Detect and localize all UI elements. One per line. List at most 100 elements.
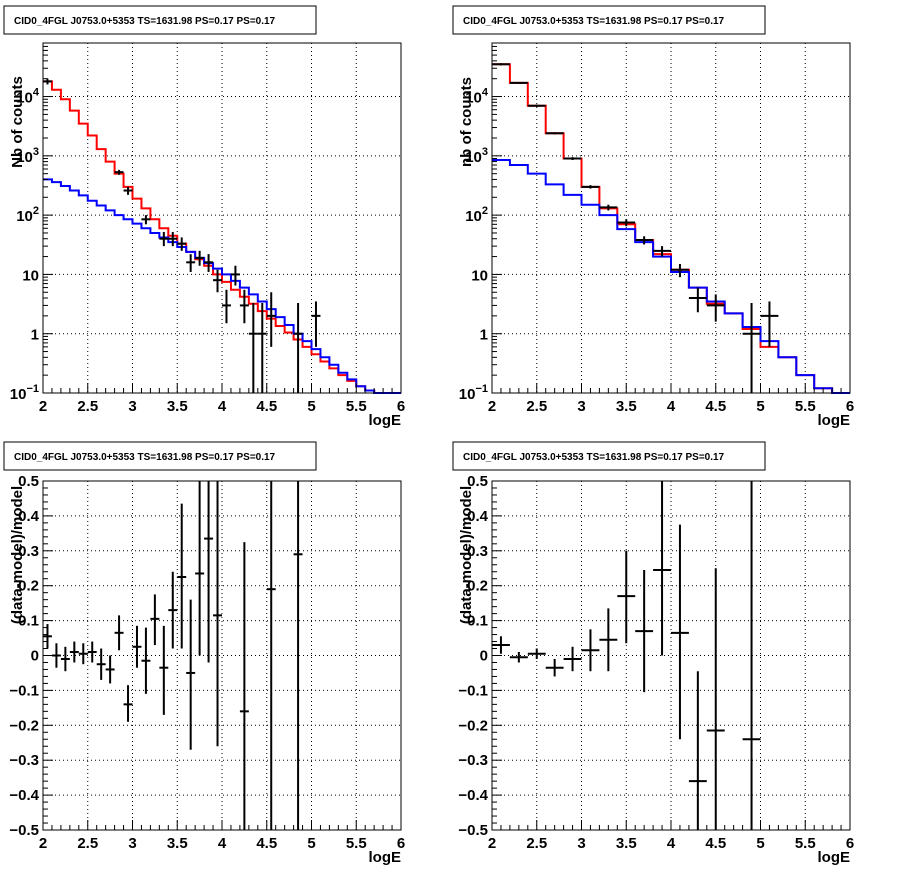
x-tick-label: 6 [846,835,854,852]
x-tick-label: 3 [128,835,136,852]
y-tick-label: 10−1 [459,383,488,403]
title-box [452,5,766,35]
x-tick-label: 5.5 [795,398,816,415]
y-tick-label: −0.3 [458,752,488,769]
y-tick-label: −0.2 [9,717,39,734]
chart-panel-2: CID0_4FGL J0753.0+5353 TS=1631.98 PS=0.1… [452,5,854,429]
y-tick-label: 1 [31,327,39,344]
title-box [3,441,317,471]
y-tick-label: 102 [16,205,39,225]
chart-panel-4: CID0_4FGL J0753.0+5353 TS=1631.98 PS=0.1… [452,441,854,866]
y-tick-label: −0.5 [458,822,488,839]
y-tick-label: 0.5 [467,473,488,490]
y-tick-label: 103 [16,146,39,166]
y-tick-label: 0.3 [18,543,39,560]
x-axis-title: logE [818,412,851,429]
y-tick-exponent: −1 [475,383,488,395]
x-axis-title: logE [369,849,402,866]
chart-title: CID0_4FGL J0753.0+5353 TS=1631.98 PS=0.1… [14,16,276,27]
x-tick-label: 3.5 [616,398,637,415]
y-tick-base: 10 [16,208,33,225]
y-tick-label: 10 [471,267,488,284]
x-tick-label: 2.5 [77,398,98,415]
x-tick-label: 3 [577,835,585,852]
y-tick-exponent: 3 [33,146,39,158]
y-tick-label: 0.2 [467,578,488,595]
x-tick-label: 2 [39,835,47,852]
y-tick-label: −0.1 [458,682,488,699]
y-tick-label: 104 [16,87,40,107]
x-tick-label: 5.5 [346,835,367,852]
y-tick-base: 10 [10,386,27,403]
x-tick-label: 2.5 [77,835,98,852]
x-tick-label: 3 [577,398,585,415]
y-tick-label: −0.4 [9,787,39,804]
y-tick-label: −0.1 [9,682,39,699]
y-tick-base: 10 [465,208,482,225]
y-axis-title: (data-model)/model [9,486,26,624]
y-tick-exponent: 3 [482,146,488,158]
x-tick-label: 4.5 [705,835,726,852]
y-tick-base: 10 [16,90,33,107]
x-tick-label: 4.5 [256,398,277,415]
x-tick-label: 5 [756,835,764,852]
y-tick-label: 0.1 [18,613,39,630]
y-tick-label: 102 [465,205,488,225]
x-tick-label: 6 [846,398,854,415]
y-tick-base: 10 [465,90,482,107]
x-tick-label: 2 [488,398,496,415]
x-tick-label: 3.5 [167,835,188,852]
chart-title: CID0_4FGL J0753.0+5353 TS=1631.98 PS=0.1… [463,16,725,27]
chart-title: CID0_4FGL J0753.0+5353 TS=1631.98 PS=0.1… [14,452,276,463]
x-tick-label: 5.5 [795,835,816,852]
y-tick-exponent: 4 [33,87,40,99]
y-tick-base: 1 [480,327,488,344]
y-tick-label: 0.1 [467,613,488,630]
x-tick-label: 5 [307,398,315,415]
x-axis-title: logE [818,849,851,866]
model-component-line [492,159,850,394]
x-tick-label: 2 [39,398,47,415]
y-tick-label: −0.5 [9,822,39,839]
x-tick-label: 2.5 [526,835,547,852]
y-tick-base: 10 [471,267,488,284]
y-axis-title: nb of counts [458,77,475,167]
y-tick-label: −0.2 [458,717,488,734]
y-tick-label: 0.3 [467,543,488,560]
x-tick-label: 5 [307,835,315,852]
x-tick-label: 6 [397,398,405,415]
y-tick-base: 10 [16,149,33,166]
y-axis-title: (data-model)/model [458,486,475,624]
x-tick-label: 3 [128,398,136,415]
y-tick-exponent: −1 [26,383,39,395]
title-box [3,5,317,35]
chart-title: CID0_4FGL J0753.0+5353 TS=1631.98 PS=0.1… [463,452,725,463]
y-tick-exponent: 2 [482,205,488,217]
x-tick-label: 5.5 [346,398,367,415]
x-tick-label: 4.5 [705,398,726,415]
title-box [452,441,766,471]
x-tick-label: 6 [397,835,405,852]
x-tick-label: 4.5 [256,835,277,852]
y-tick-label: 10 [22,267,39,284]
y-tick-label: 0.2 [18,578,39,595]
y-tick-base: 10 [22,267,39,284]
y-tick-label: 0 [480,648,488,665]
y-tick-label: 0.5 [18,473,39,490]
x-tick-label: 4 [667,398,676,415]
y-tick-label: 0.4 [18,508,40,525]
y-tick-label: −0.4 [458,787,488,804]
y-tick-label: 103 [465,146,488,166]
x-tick-label: 4 [218,398,227,415]
chart-panel-3: CID0_4FGL J0753.0+5353 TS=1631.98 PS=0.1… [3,441,405,866]
y-tick-exponent: 4 [482,87,489,99]
x-axis-title: logE [369,412,402,429]
x-tick-label: 2.5 [526,398,547,415]
x-tick-label: 2 [488,835,496,852]
x-tick-label: 3.5 [167,398,188,415]
y-tick-base: 10 [459,386,476,403]
x-tick-label: 4 [667,835,676,852]
y-tick-label: 0 [31,648,39,665]
